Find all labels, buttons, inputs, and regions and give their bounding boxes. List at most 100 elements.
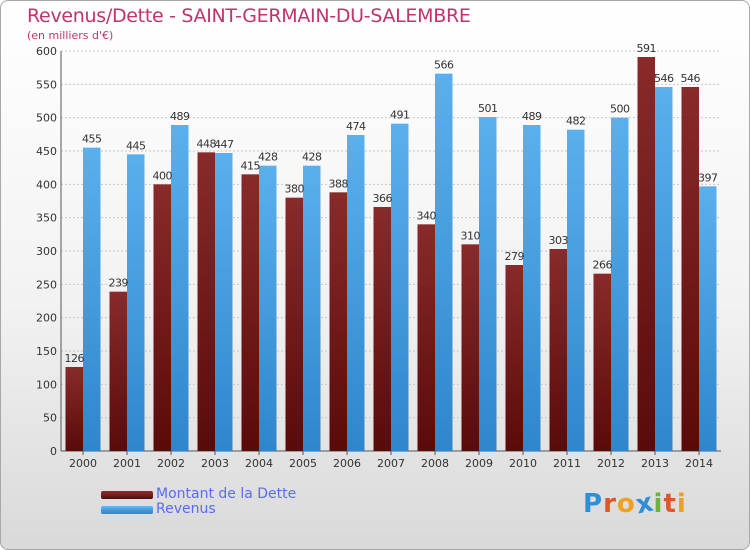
- bar-revenus-2003: [215, 153, 233, 451]
- y-tick-label: 50: [43, 412, 57, 425]
- value-label-dette-2007: 366: [373, 192, 393, 205]
- bar-revenus-2010: [523, 125, 541, 451]
- value-label-revenus-2007: 491: [390, 109, 410, 122]
- value-label-revenus-2012: 500: [610, 103, 630, 116]
- chart-title: Revenus/Dette - SAINT-GERMAIN-DU-SALEMBR…: [27, 5, 471, 27]
- x-tick-label-2000: 2000: [69, 457, 97, 470]
- bar-dette-2008: [417, 224, 435, 451]
- bar-revenus-2005: [303, 165, 321, 451]
- x-axis: 2000 2001 2002 2003 2004 2005 2006 2007 2008 2009…: [69, 451, 713, 470]
- y-tick-label: 350: [36, 212, 57, 225]
- value-label-dette-2003: 448: [197, 137, 217, 150]
- bar-dette-2010: [505, 265, 523, 451]
- bar-dette-2004: [241, 174, 259, 452]
- value-labels: 1264552394454004894484474154283804283884…: [65, 42, 719, 365]
- bar-dette-2007: [373, 207, 391, 451]
- x-tick-label-2010: 2010: [509, 457, 537, 470]
- bar-revenus-2009: [479, 117, 497, 451]
- value-label-dette-2008: 340: [417, 209, 437, 222]
- value-label-revenus-2011: 482: [566, 115, 586, 128]
- logo-letter: i: [653, 489, 664, 519]
- bar-revenus-2007: [391, 123, 409, 452]
- value-label-dette-2002: 400: [153, 169, 173, 182]
- bar-revenus-2006: [347, 135, 365, 451]
- value-label-revenus-2006: 474: [346, 120, 366, 133]
- y-tick-label: 100: [36, 378, 57, 391]
- value-label-dette-2012: 266: [593, 259, 613, 272]
- bar-revenus-2000: [83, 147, 101, 451]
- value-label-dette-2006: 388: [329, 177, 349, 190]
- value-label-dette-2000: 126: [65, 352, 85, 365]
- value-label-dette-2010: 279: [505, 250, 525, 263]
- x-tick-label-2011: 2011: [553, 457, 581, 470]
- legend-label-revenus: Revenus: [156, 501, 216, 517]
- legend-label-dette: Montant de la Dette: [156, 486, 297, 502]
- logo-letter: o: [616, 489, 636, 519]
- value-label-revenus-2008: 566: [434, 59, 454, 72]
- value-label-revenus-2001: 445: [126, 139, 146, 152]
- x-tick-label-2005: 2005: [289, 457, 317, 470]
- x-tick-label-2001: 2001: [113, 457, 141, 470]
- bar-dette-2011: [549, 249, 567, 451]
- bar-dette-2003: [197, 152, 215, 452]
- legend-swatch-dette: [101, 491, 153, 499]
- bar-dette-2012: [593, 273, 611, 451]
- bar-dette-2000: [65, 367, 83, 451]
- value-label-revenus-2014: 397: [698, 171, 718, 184]
- legend-swatch-revenus: [101, 506, 153, 514]
- bar-revenus-2004: [259, 165, 277, 451]
- y-tick-label: 150: [36, 345, 57, 358]
- bar-revenus-2002: [171, 125, 189, 451]
- x-tick-label-2006: 2006: [333, 457, 361, 470]
- x-tick-label-2009: 2009: [465, 457, 493, 470]
- logo-letter: P: [583, 489, 604, 519]
- value-label-revenus-2000: 455: [82, 133, 102, 146]
- bar-revenus-2012: [611, 117, 629, 452]
- bar-dette-2013: [637, 57, 655, 451]
- value-label-dette-2001: 239: [109, 277, 129, 290]
- x-tick-label-2007: 2007: [377, 457, 405, 470]
- y-tick-label: 0: [50, 445, 57, 458]
- logo-letter: r: [603, 489, 617, 519]
- bar-dette-2005: [285, 197, 303, 451]
- y-tick-label: 550: [36, 78, 57, 91]
- value-label-dette-2013: 591: [637, 42, 657, 55]
- bar-dette-2009: [461, 244, 479, 451]
- value-label-dette-2004: 415: [241, 159, 261, 172]
- proxiti-logo: Proxiti: [583, 487, 687, 520]
- value-label-revenus-2010: 489: [522, 110, 542, 123]
- logo-letter: t: [663, 489, 677, 519]
- value-label-revenus-2013: 546: [654, 72, 674, 85]
- value-label-revenus-2003: 447: [214, 138, 234, 151]
- bars: [65, 57, 717, 452]
- value-label-revenus-2002: 489: [170, 110, 190, 123]
- value-label-revenus-2009: 501: [478, 102, 498, 115]
- bar-revenus-2011: [567, 129, 585, 451]
- value-label-dette-2014: 546: [681, 72, 701, 85]
- bar-revenus-2001: [127, 154, 145, 452]
- x-tick-label-2004: 2004: [245, 457, 273, 470]
- x-tick-label-2003: 2003: [201, 457, 229, 470]
- y-tick-label: 400: [36, 178, 57, 191]
- x-tick-label-2008: 2008: [421, 457, 449, 470]
- bar-revenus-2014: [699, 186, 717, 452]
- bar-revenus-2013: [655, 87, 673, 451]
- chart-subtitle: (en milliers d'€): [27, 29, 114, 42]
- value-label-dette-2005: 380: [285, 183, 305, 196]
- value-label-revenus-2004: 428: [258, 151, 278, 164]
- value-label-dette-2009: 310: [461, 229, 481, 242]
- bar-dette-2006: [329, 192, 347, 452]
- value-label-revenus-2005: 428: [302, 151, 322, 164]
- y-tick-label: 250: [36, 278, 57, 291]
- bar-revenus-2008: [435, 73, 453, 452]
- y-tick-label: 500: [36, 112, 57, 125]
- logo-letter: i: [676, 489, 687, 519]
- y-tick-label: 450: [36, 145, 57, 158]
- x-tick-label-2014: 2014: [685, 457, 713, 470]
- bar-dette-2014: [681, 87, 699, 451]
- x-tick-label-2002: 2002: [157, 457, 185, 470]
- y-tick-label: 600: [36, 45, 57, 58]
- bar-dette-2002: [153, 184, 171, 452]
- x-tick-label-2012: 2012: [597, 457, 625, 470]
